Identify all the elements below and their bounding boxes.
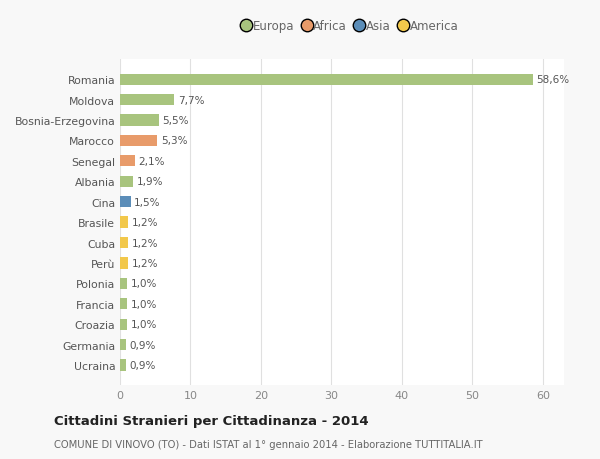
Bar xyxy=(120,237,128,249)
Text: 58,6%: 58,6% xyxy=(536,75,569,85)
Bar xyxy=(120,176,133,187)
Bar xyxy=(120,115,159,126)
Text: 1,0%: 1,0% xyxy=(131,319,157,330)
Text: 2,1%: 2,1% xyxy=(139,157,165,167)
Bar xyxy=(120,156,135,167)
Text: 0,9%: 0,9% xyxy=(130,340,156,350)
Bar xyxy=(120,258,128,269)
Bar xyxy=(120,278,127,289)
Bar xyxy=(120,339,127,350)
Text: COMUNE DI VINOVO (TO) - Dati ISTAT al 1° gennaio 2014 - Elaborazione TUTTITALIA.: COMUNE DI VINOVO (TO) - Dati ISTAT al 1°… xyxy=(54,440,482,449)
Text: 1,5%: 1,5% xyxy=(134,197,161,207)
Text: 1,0%: 1,0% xyxy=(131,279,157,289)
Text: 5,5%: 5,5% xyxy=(162,116,189,126)
Bar xyxy=(120,298,127,310)
Bar xyxy=(120,319,127,330)
Legend: Europa, Africa, Asia, America: Europa, Africa, Asia, America xyxy=(244,20,458,33)
Text: 7,7%: 7,7% xyxy=(178,95,204,106)
Text: 1,2%: 1,2% xyxy=(132,218,158,228)
Text: 0,9%: 0,9% xyxy=(130,360,156,370)
Text: 1,2%: 1,2% xyxy=(132,258,158,269)
Bar xyxy=(120,95,174,106)
Text: 1,0%: 1,0% xyxy=(131,299,157,309)
Text: 1,2%: 1,2% xyxy=(132,238,158,248)
Text: 1,9%: 1,9% xyxy=(137,177,163,187)
Bar xyxy=(120,135,157,147)
Bar xyxy=(120,359,127,371)
Text: Cittadini Stranieri per Cittadinanza - 2014: Cittadini Stranieri per Cittadinanza - 2… xyxy=(54,414,368,428)
Bar xyxy=(120,217,128,228)
Bar xyxy=(120,74,533,86)
Bar xyxy=(120,196,131,208)
Text: 5,3%: 5,3% xyxy=(161,136,187,146)
